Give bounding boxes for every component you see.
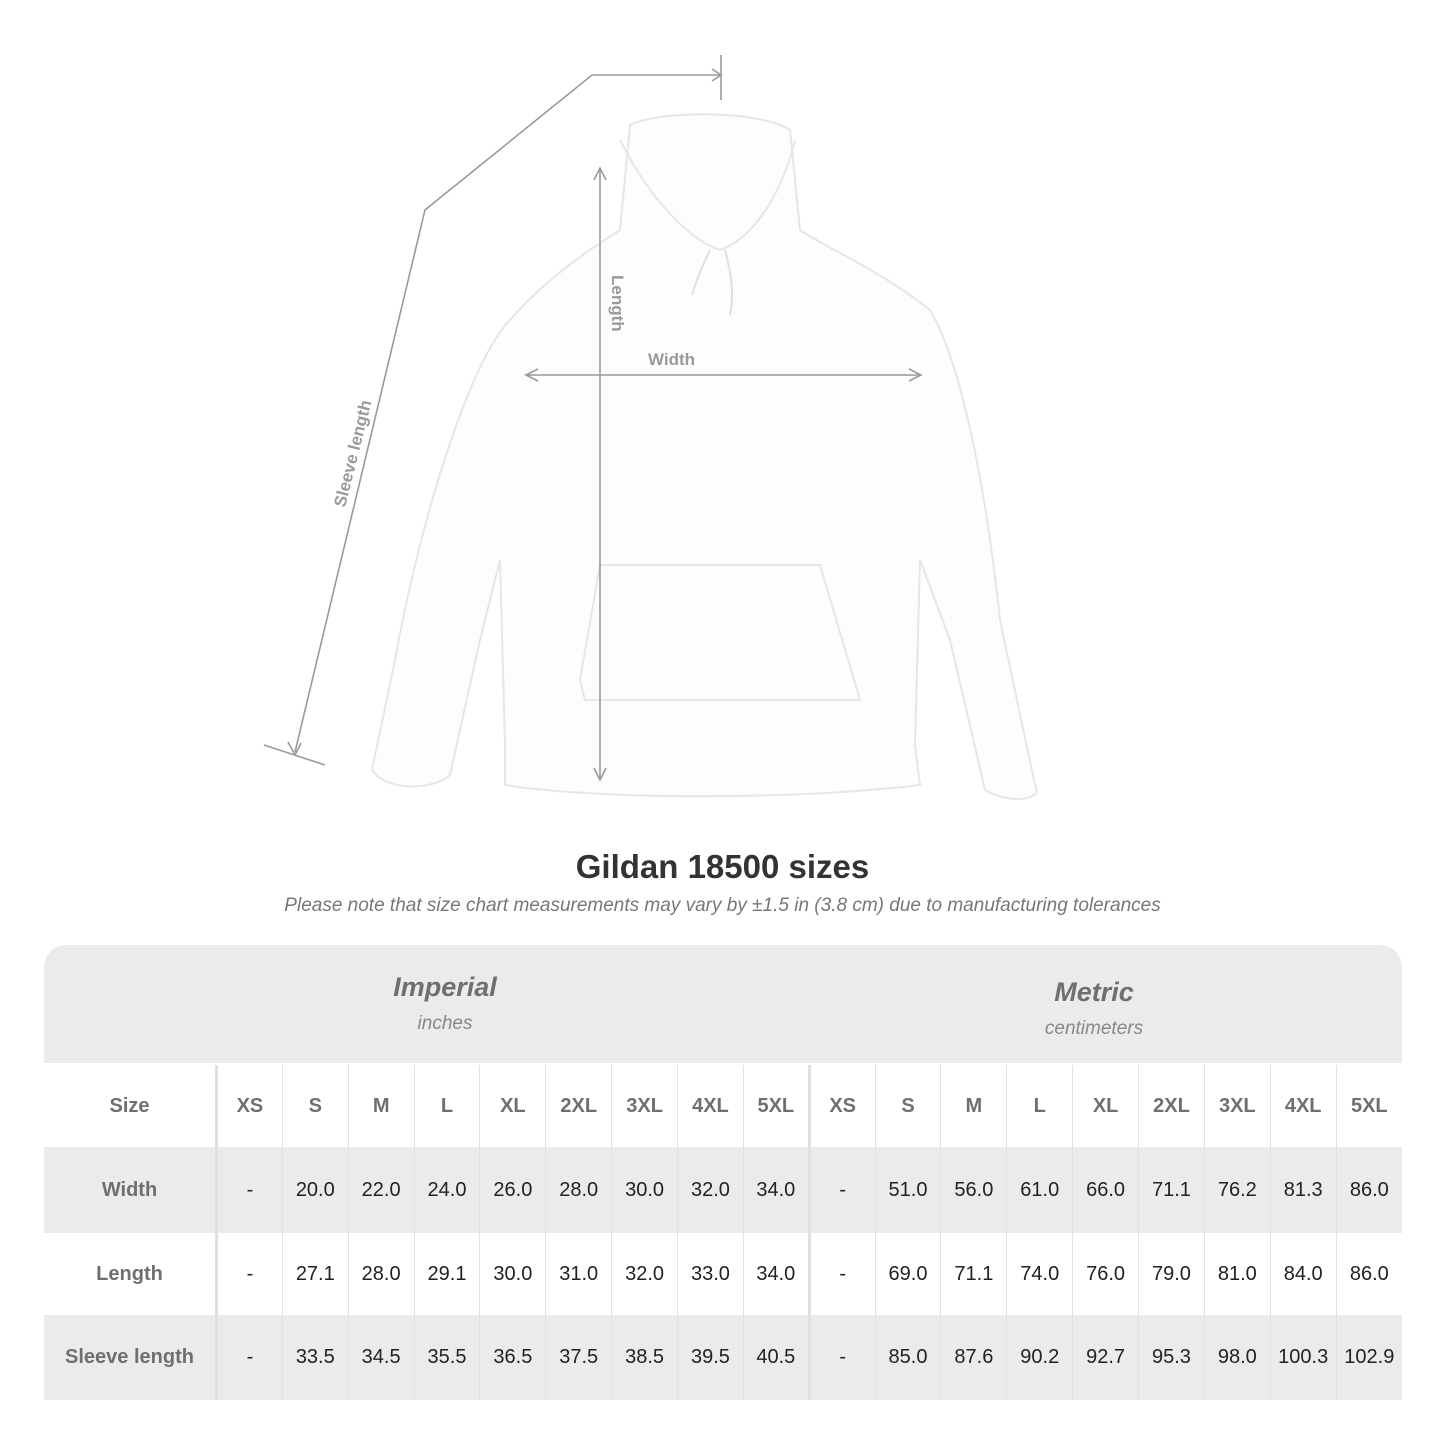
metric-header: Metric centimeters <box>844 977 1344 1040</box>
tolerance-note: Please note that size chart measurements… <box>284 895 1161 916</box>
metric-value-cell: 56.0 <box>940 1147 1007 1233</box>
metric-value-cell: 87.6 <box>940 1315 1007 1400</box>
table-row: Sleeve length -33.5 34.5 35.5 36.5 37.5 38.5 39… <box>44 1315 1402 1400</box>
imperial-value-cell: 34.0 <box>742 1233 810 1315</box>
metric-value-cell: 69.0 <box>874 1233 941 1315</box>
table-row: Length -27.1 28.0 29.1 30.0 31.0 32.0 33.0 34.0-… <box>44 1233 1402 1315</box>
imperial-value-cell: 24.0 <box>413 1147 480 1233</box>
size-header: Size <box>44 1065 218 1147</box>
metric-value-cell: 76.0 <box>1072 1233 1139 1315</box>
metric-value-cell: 100.3 <box>1269 1315 1337 1400</box>
measurement-lines <box>263 55 923 782</box>
metric-value-cell: 79.0 <box>1138 1233 1205 1315</box>
metric-size-s: S <box>874 1065 941 1147</box>
sleeve-length-label: Sleeve length <box>330 398 375 509</box>
imperial-value-cell: 28.0 <box>347 1233 415 1315</box>
metric-title: Metric <box>1054 977 1134 1007</box>
metric-size-4xl: 4XL <box>1269 1065 1337 1147</box>
imperial-value-cell: - <box>216 1233 283 1315</box>
length-label: Length <box>608 275 627 332</box>
imperial-value-cell: 26.0 <box>479 1147 546 1233</box>
metric-size-xl: XL <box>1072 1065 1139 1147</box>
imperial-size-2xl: 2XL <box>545 1065 612 1147</box>
imperial-value-cell: 34.5 <box>347 1315 415 1400</box>
imperial-value-cell: 30.0 <box>611 1147 678 1233</box>
metric-unit: centimeters <box>1044 1018 1144 1039</box>
imperial-title: Imperial <box>393 972 497 1002</box>
metric-value-cell: 71.1 <box>940 1233 1007 1315</box>
imperial-size-xs: XS <box>216 1065 283 1147</box>
width-label: Width <box>648 350 695 369</box>
imperial-value-cell: 35.5 <box>413 1315 480 1400</box>
imperial-size-3xl: 3XL <box>611 1065 678 1147</box>
imperial-value-cell: 40.5 <box>742 1315 810 1400</box>
imperial-value-cell: 38.5 <box>611 1315 678 1400</box>
metric-size-xs: XS <box>807 1065 876 1147</box>
metric-value-cell: 90.2 <box>1006 1315 1073 1400</box>
imperial-header: Imperial inches <box>195 972 695 1035</box>
imperial-value-cell: 32.0 <box>611 1233 678 1315</box>
metric-value-cell: - <box>807 1147 876 1233</box>
imperial-value-cell: 33.0 <box>677 1233 744 1315</box>
metric-value-cell: 85.0 <box>874 1315 941 1400</box>
metric-value-cell: 74.0 <box>1006 1233 1073 1315</box>
imperial-value-cell: 29.1 <box>413 1233 480 1315</box>
metric-size-l: L <box>1006 1065 1073 1147</box>
imperial-value-cell: 20.0 <box>281 1147 349 1233</box>
metric-value-cell: 92.7 <box>1072 1315 1139 1400</box>
metric-value-cell: 61.0 <box>1006 1147 1073 1233</box>
row-label: Sleeve length <box>44 1315 218 1400</box>
metric-value-cell: 51.0 <box>874 1147 941 1233</box>
imperial-value-cell: 30.0 <box>479 1233 546 1315</box>
metric-value-cell: 86.0 <box>1335 1147 1402 1233</box>
imperial-value-cell: - <box>216 1315 283 1400</box>
table-row: Width -20.0 22.0 24.0 26.0 28.0 30.0 32.0 34.0-5… <box>44 1147 1402 1233</box>
size-table: Size XS S M L XL 2XL 3XL 4XL 5XL XS S M L XL 2XL 3XL 4XL 5… <box>44 1065 1402 1400</box>
sleeve-measure-line <box>294 74 720 753</box>
imperial-value-cell: 22.0 <box>347 1147 415 1233</box>
imperial-value-cell: 28.0 <box>545 1147 612 1233</box>
metric-value-cell: 102.9 <box>1335 1315 1402 1400</box>
imperial-size-s: S <box>281 1065 349 1147</box>
metric-value-cell: - <box>807 1315 876 1400</box>
metric-value-cell: 98.0 <box>1203 1315 1271 1400</box>
imperial-value-cell: 39.5 <box>677 1315 744 1400</box>
imperial-size-5xl: 5XL <box>742 1065 810 1147</box>
imperial-value-cell: 34.0 <box>742 1147 810 1233</box>
imperial-size-l: L <box>413 1065 480 1147</box>
metric-value-cell: 66.0 <box>1072 1147 1139 1233</box>
metric-value-cell: 76.2 <box>1203 1147 1271 1233</box>
metric-value-cell: 71.1 <box>1138 1147 1205 1233</box>
imperial-value-cell: 31.0 <box>545 1233 612 1315</box>
imperial-value-cell: 37.5 <box>545 1315 612 1400</box>
metric-value-cell: 86.0 <box>1335 1233 1402 1315</box>
hoodie-illustration <box>370 113 1038 801</box>
imperial-value-cell: - <box>216 1147 283 1233</box>
row-label: Length <box>44 1233 218 1315</box>
metric-value-cell: 84.0 <box>1269 1233 1337 1315</box>
imperial-value-cell: 33.5 <box>281 1315 349 1400</box>
metric-size-m: M <box>940 1065 1007 1147</box>
imperial-value-cell: 36.5 <box>479 1315 546 1400</box>
metric-size-2xl: 2XL <box>1138 1065 1205 1147</box>
imperial-unit: inches <box>417 1013 473 1034</box>
imperial-size-xl: XL <box>479 1065 546 1147</box>
page-title: Gildan 18500 sizes <box>575 848 870 885</box>
metric-value-cell: 81.0 <box>1203 1233 1271 1315</box>
metric-value-cell: 81.3 <box>1269 1147 1337 1233</box>
imperial-size-m: M <box>347 1065 415 1147</box>
hoodie-diagram: Sleeve length Length Width <box>263 55 1038 801</box>
imperial-value-cell: 27.1 <box>281 1233 349 1315</box>
row-label: Width <box>44 1147 218 1233</box>
metric-value-cell: - <box>807 1233 876 1315</box>
metric-size-5xl: 5XL <box>1335 1065 1402 1147</box>
metric-value-cell: 95.3 <box>1138 1315 1205 1400</box>
table-header-row: Size XS S M L XL 2XL 3XL 4XL 5XL XS S M L XL 2XL 3XL 4XL 5… <box>44 1065 1402 1147</box>
imperial-size-4xl: 4XL <box>677 1065 744 1147</box>
metric-size-3xl: 3XL <box>1203 1065 1271 1147</box>
imperial-value-cell: 32.0 <box>677 1147 744 1233</box>
